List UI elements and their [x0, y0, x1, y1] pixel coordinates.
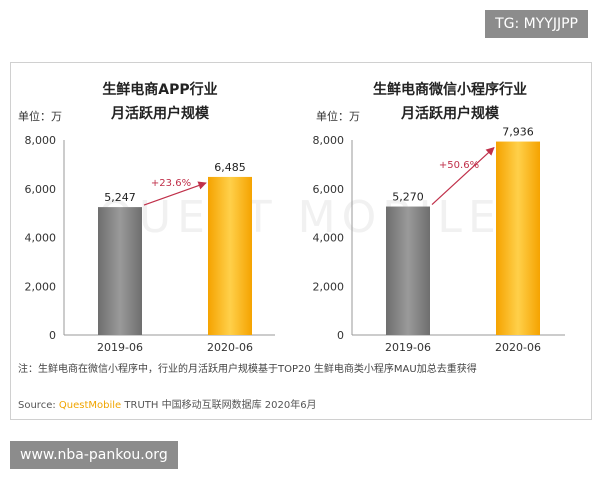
chart-title-line: 生鲜电商微信小程序行业	[373, 81, 527, 98]
bar-value-label: 5,270	[392, 191, 424, 204]
y-tick-label: 4,000	[313, 232, 345, 245]
top-watermark-tag: TG: MYYJJPP	[485, 10, 588, 38]
y-tick-label: 8,000	[25, 134, 57, 147]
source-line: Source: QuestMobile TRUTH 中国移动互联网数据库 202…	[18, 396, 317, 411]
x-tick-label: 2020-06	[495, 341, 541, 354]
footnote: 注：生鲜电商在微信小程序中，行业的月活跃用户规模基于TOP20 生鲜电商类小程序…	[18, 364, 477, 375]
growth-arrow	[431, 146, 495, 205]
y-tick-label: 8,000	[313, 134, 345, 147]
growth-arrow	[143, 181, 207, 206]
growth-label: +50.6%	[439, 160, 479, 171]
unit-label: 单位：万	[316, 109, 360, 123]
unit-label: 单位：万	[18, 109, 62, 123]
bar-2020-06	[208, 176, 252, 335]
chart-title-line: 月活跃用户规模	[110, 105, 210, 122]
bar-value-label: 7,936	[502, 126, 534, 139]
y-tick-label: 6,000	[313, 183, 345, 196]
x-tick-label: 2020-06	[207, 341, 253, 354]
y-tick-label: 2,000	[25, 280, 57, 293]
bar-2020-06	[496, 141, 540, 335]
chart-title-line: 月活跃用户规模	[400, 105, 500, 122]
growth-label: +23.6%	[151, 178, 191, 189]
y-tick-label: 0	[49, 329, 56, 342]
source-rest: TRUTH 中国移动互联网数据库 2020年6月	[121, 400, 317, 411]
bar-2019-06	[98, 207, 142, 335]
y-tick-label: 4,000	[25, 232, 57, 245]
y-tick-label: 0	[337, 329, 344, 342]
source-prefix: Source:	[18, 400, 59, 411]
y-tick-label: 2,000	[313, 280, 345, 293]
x-tick-label: 2019-06	[97, 341, 143, 354]
y-tick-label: 6,000	[25, 183, 57, 196]
source-brand: QuestMobile	[58, 400, 122, 411]
bar-value-label: 5,247	[104, 191, 136, 204]
bar-2019-06	[386, 206, 430, 335]
chart-title-line: 生鲜电商APP行业	[102, 81, 217, 98]
bottom-watermark-tag: www.nba-pankou.org	[10, 441, 178, 469]
x-tick-label: 2019-06	[385, 341, 431, 354]
bar-value-label: 6,485	[214, 161, 246, 174]
